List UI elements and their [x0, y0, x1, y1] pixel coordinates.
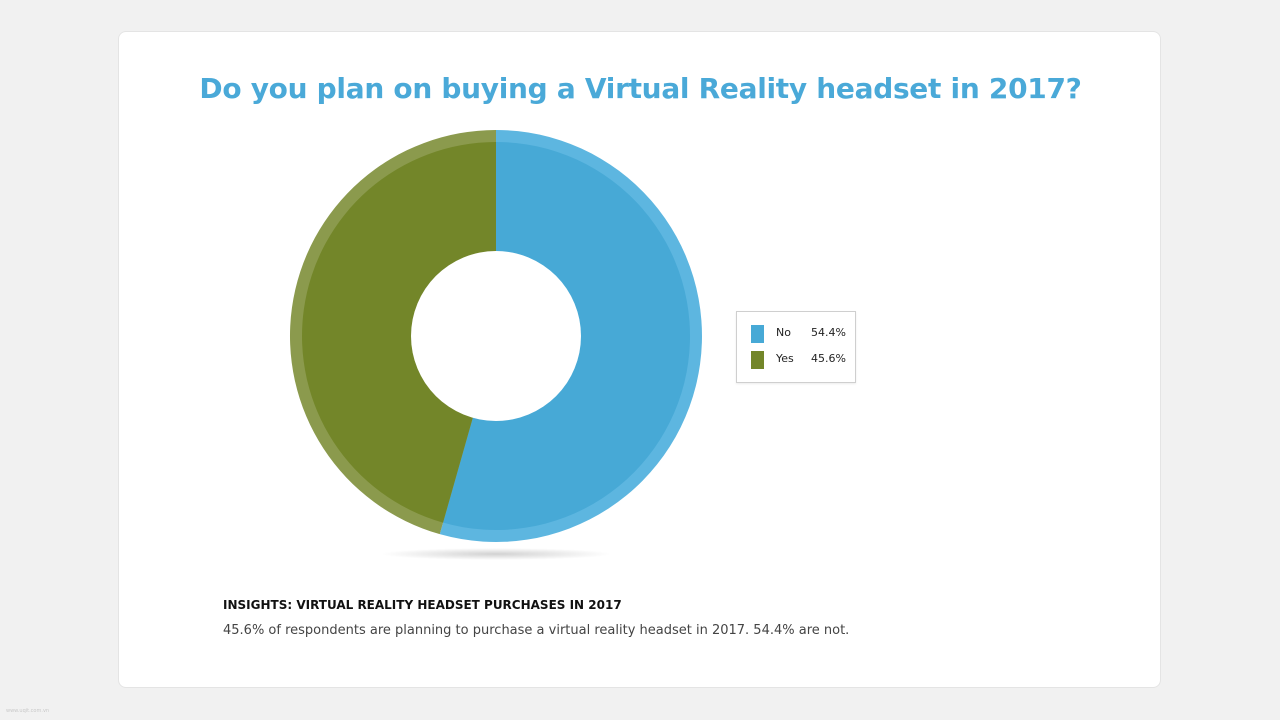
chart-legend: No 54.4% Yes 45.6%	[736, 311, 856, 383]
legend-item-yes[interactable]: Yes 45.6%	[751, 351, 851, 369]
slice-yes[interactable]	[302, 142, 496, 523]
donut-chart	[289, 130, 702, 560]
legend-swatch-no	[751, 325, 764, 343]
legend-value-yes: 45.6%	[811, 352, 846, 365]
insights-heading: INSIGHTS: VIRTUAL REALITY HEADSET PURCHA…	[223, 598, 622, 612]
legend-label-no: No	[776, 326, 791, 339]
watermark: www.uqit.com.vn	[6, 708, 50, 714]
legend-label-yes: Yes	[776, 352, 794, 365]
legend-value-no: 54.4%	[811, 326, 846, 339]
chart-shadow	[381, 548, 611, 560]
legend-swatch-yes	[751, 351, 764, 369]
insights-text: 45.6% of respondents are planning to pur…	[223, 623, 850, 638]
legend-item-no[interactable]: No 54.4%	[751, 325, 851, 343]
donut-hole	[411, 251, 581, 421]
chart-title: Do you plan on buying a Virtual Reality …	[199, 72, 1082, 105]
chart-card: Do you plan on buying a Virtual Reality …	[118, 31, 1161, 688]
